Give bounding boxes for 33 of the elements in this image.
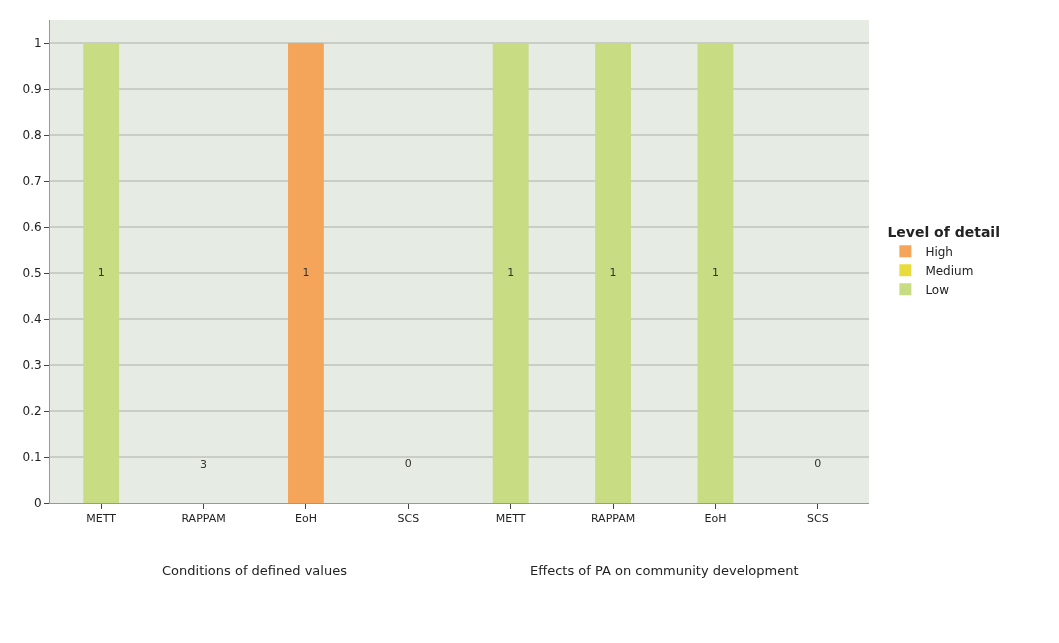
text: Effects of PA on community development xyxy=(530,563,799,578)
y-tick-label: 0.2 xyxy=(22,404,42,419)
y-tick-label: 0.9 xyxy=(22,82,42,97)
data-label: 0 xyxy=(814,457,822,471)
y-tick-label: 0.8 xyxy=(22,128,42,143)
legend-label: Medium xyxy=(925,263,974,278)
y-tick-label: 1 xyxy=(33,36,42,51)
data-label: 1 xyxy=(302,265,310,279)
x-tick-label: EoH xyxy=(704,512,727,526)
x-tick-label: RAPPAM xyxy=(181,512,226,526)
data-label: 1 xyxy=(97,265,105,279)
legend-label: High xyxy=(925,244,953,259)
text: Conditions of defined values xyxy=(162,563,348,578)
x-tick-label: METT xyxy=(495,512,526,526)
data-label: 1 xyxy=(507,265,515,279)
data-label: 1 xyxy=(711,265,719,279)
y-tick-label: 0.6 xyxy=(22,220,42,235)
x-tick-label: SCS xyxy=(397,512,420,526)
x-tick-label: EoH xyxy=(294,512,317,526)
legend-title: Level of detail xyxy=(887,223,1000,240)
data-label: 1 xyxy=(609,265,617,279)
annotation: 3 xyxy=(200,458,207,471)
y-tick-label: 0.4 xyxy=(22,312,42,327)
y-tick-label: 0.7 xyxy=(22,174,42,189)
legend-label: Low xyxy=(925,282,950,297)
x-tick-label: RAPPAM xyxy=(590,512,636,526)
x-tick-label: METT xyxy=(86,512,117,526)
y-tick-label: 0.3 xyxy=(22,358,42,373)
y-tick-label: 0.1 xyxy=(22,450,42,465)
x-tick-label: SCS xyxy=(806,512,829,526)
data-label: 0 xyxy=(404,457,412,471)
y-tick-label: 0.5 xyxy=(22,266,42,281)
y-tick-label: 0 xyxy=(33,496,42,511)
